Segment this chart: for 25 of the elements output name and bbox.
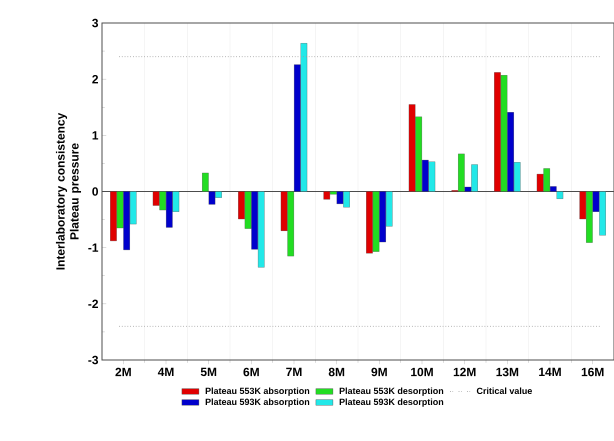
y-tick-label: -1	[88, 244, 98, 252]
x-tick-label: 4M	[158, 368, 174, 376]
y-tick-label: -2	[88, 300, 98, 308]
y-tick-label: -3	[88, 356, 98, 364]
x-tick-label: 16M	[582, 368, 604, 376]
x-tick-label: 10M	[411, 368, 433, 376]
y-axis-title: Interlaboratory consistency Plateau pressure	[56, 112, 82, 270]
x-tick-label: 7M	[286, 368, 302, 376]
y-tick-label: 2	[92, 74, 98, 84]
x-tick-label: 6M	[243, 368, 259, 376]
x-tick-label: 14M	[539, 368, 561, 376]
legend-label: Plateau 593K desorption	[340, 398, 444, 407]
x-tick-label: 9M	[371, 368, 387, 376]
legend-label: Plateau 553K absorption	[206, 387, 310, 396]
y-tick-label: 0	[92, 187, 98, 196]
x-tick-label: 13M	[496, 368, 518, 376]
legend-label: Plateau 593K absorption	[206, 398, 310, 407]
legend-label: Critical value	[476, 387, 532, 394]
y-tick-label: 3	[92, 18, 98, 28]
x-tick-label: 2M	[115, 368, 131, 376]
legend-label: Plateau 553K desorption	[340, 387, 444, 396]
y-tick-label: 1	[92, 131, 98, 140]
x-tick-label: 12M	[454, 368, 476, 376]
x-tick-label: 5M	[200, 368, 216, 376]
x-tick-label: 8M	[328, 368, 344, 376]
